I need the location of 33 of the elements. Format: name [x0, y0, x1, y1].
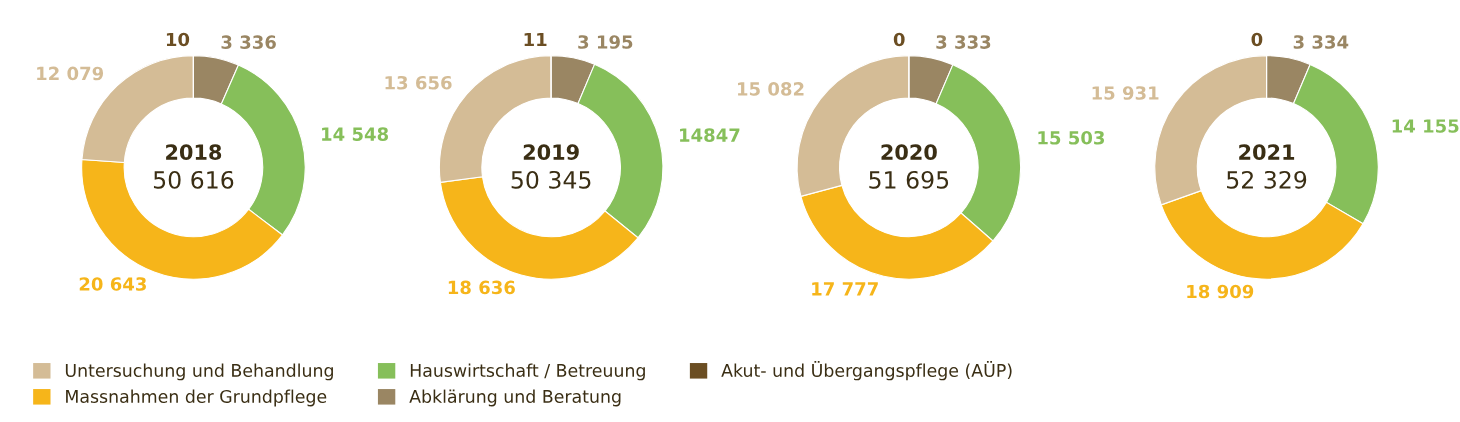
text: 2019 — [523, 144, 579, 161]
text: 2020 — [881, 144, 937, 161]
text: 51 695 — [869, 170, 949, 189]
text: 0 — [1251, 32, 1263, 47]
legend-label: Untersuchung und Behandlung — [65, 363, 333, 381]
data-label: 3 336 — [221, 35, 276, 49]
data-label: 14 548 — [322, 127, 389, 141]
data-label: 3 333 — [936, 35, 991, 49]
data-label: 15 082 — [738, 82, 804, 96]
data-label: 11 — [524, 32, 547, 47]
data-label: 14 155 — [1392, 119, 1459, 133]
data-label: 13 656 — [385, 75, 452, 90]
legend-label: Abklärung und Beratung — [409, 389, 621, 407]
data-label: 17 777 — [812, 282, 878, 296]
data-label: 14847 — [680, 128, 740, 142]
text: 50 616 — [153, 170, 234, 189]
data-label: 15 503 — [1038, 130, 1105, 145]
text: 50 345 — [511, 170, 591, 189]
legend-label: Hauswirtschaft / Betreuung — [410, 363, 645, 381]
text: 2021 — [1239, 144, 1295, 161]
data-label: 18 909 — [1187, 284, 1254, 299]
data-label: 12 079 — [37, 66, 104, 81]
data-label: 3 195 — [578, 35, 633, 49]
text: 52 329 — [1227, 170, 1307, 189]
legend-label: Akut- und Übergangspflege (AÜP) — [721, 360, 1012, 381]
data-label: 10 — [166, 32, 190, 47]
data-label: 20 643 — [79, 277, 146, 291]
legend-label: Massnahmen der Grundpflege — [66, 389, 327, 407]
data-label: 15 931 — [1092, 86, 1159, 100]
text: 2018 — [166, 144, 222, 161]
data-label: 18 636 — [448, 280, 515, 295]
data-label: 3 334 — [1293, 35, 1349, 49]
text: 0 — [893, 32, 905, 47]
